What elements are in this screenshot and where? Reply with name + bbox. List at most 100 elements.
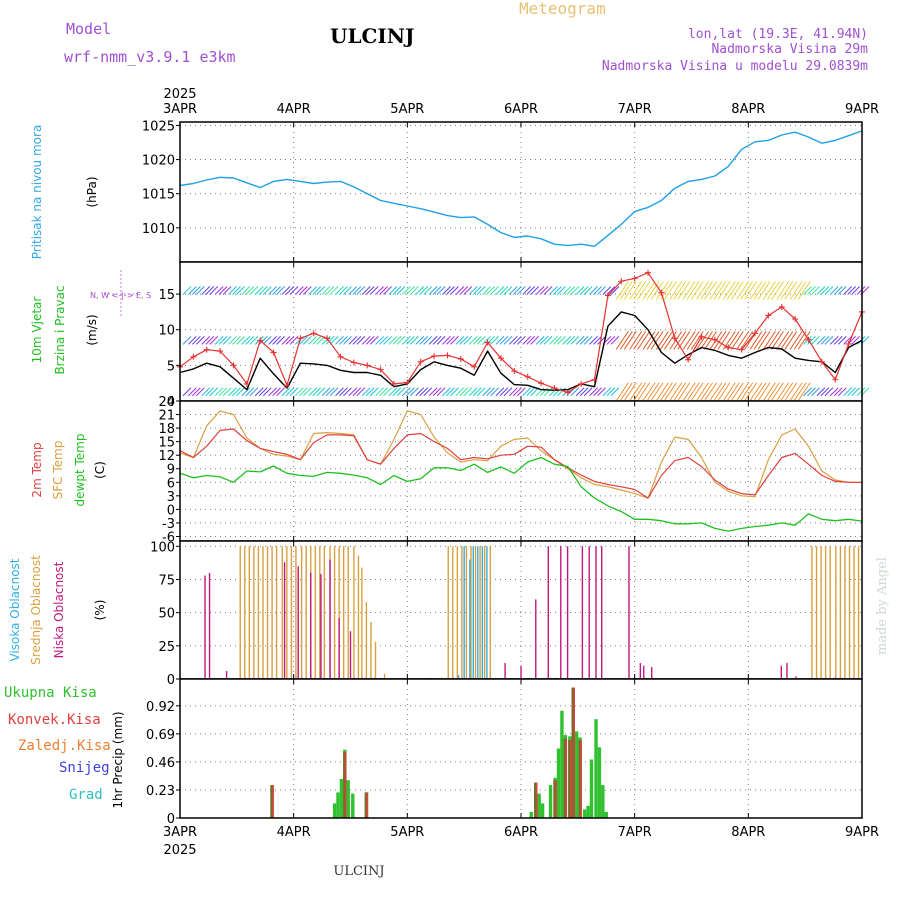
wind-arrow [663,331,677,350]
wind-arrow [450,336,459,345]
wind-arrow [245,336,255,345]
wind-arrow [401,336,411,345]
gust-marker [524,373,531,380]
wind-arrow [633,382,647,402]
wind-arrow [766,281,780,300]
wind-arrow [343,336,352,345]
wind-arrow [482,387,491,397]
wind-arrow [352,336,362,345]
wind-arrow [472,336,482,345]
wind-arrow [348,336,358,345]
wind-arrow [824,336,834,345]
wind-arrow [730,382,744,402]
precip-total-bar [351,793,355,818]
gust-marker [738,346,745,353]
wind-arrow [797,331,811,350]
wind-arrow [776,382,790,402]
gust-marker [538,380,545,387]
wind-arrow [717,382,731,402]
wind-arrow [196,286,205,295]
gust-marker [390,380,397,387]
gust-marker [431,353,438,360]
precip-conv-bar [270,785,274,818]
temp2m-title: 2m Temp [30,442,44,497]
wind-arrow [383,387,392,397]
wind-arrow [526,336,536,345]
wind-arrow [856,387,866,397]
wind-arrow [232,387,241,397]
wind-arrow [302,336,312,345]
wind-arrow [196,387,205,397]
precip-conv-bar [578,739,582,818]
wind-arrow [405,286,415,295]
gust-marker [257,337,264,344]
wind-title2: Brzina i Pravac [53,285,67,374]
wind-arrow [633,331,647,350]
y-tick-label: 0 [167,503,175,518]
wind-arrow [757,281,771,300]
wind-arrow [642,281,656,300]
gust-marker [698,333,705,340]
temp-unit: (C) [93,461,107,479]
gust-marker [217,348,224,355]
pressure-line [179,130,863,248]
wind-arrow [669,382,683,402]
y-tick-label: 1010 [142,222,175,237]
date-tick: 9APR [845,102,879,117]
wind-arrow [436,387,446,397]
y-tick-label: 0.69 [146,728,175,743]
date-tick: 5APR [390,825,424,840]
wind-arrow [646,331,660,350]
wind-arrow [316,336,326,345]
wind-arrow [535,286,545,295]
precip-conv-bar [563,738,568,818]
wind-arrow [829,336,839,345]
wind-arrow [610,336,620,345]
y-tick-label: 3 [167,490,175,505]
wind-arrow [833,336,843,345]
wind-arrow [499,286,509,295]
wind-arrow [343,387,352,397]
y-tick-label: 75 [158,573,175,588]
gust-marker [578,380,585,387]
gust-marker [685,356,692,363]
wind-arrow [637,281,651,300]
wind-arrow [289,286,299,295]
wind-arrow [285,387,295,397]
wind-arrow [753,382,767,402]
y-tick-label: 0 [167,395,175,410]
wind-arrow [268,336,277,345]
wind-arrow [543,336,553,345]
wind-arrow [442,387,451,397]
wind-arrow [811,336,820,345]
wind-arrow [615,281,629,300]
wind-arrow [375,336,384,345]
wind-arrow [201,286,211,295]
wind-arrow [392,336,402,345]
wind-arrow [419,387,429,397]
wind-arrow [281,387,291,397]
precip-legend-frz: Zaledj.Kisa [18,738,111,754]
gust-marker [283,382,290,389]
gust-marker [551,385,558,392]
date-tick: 4APR [277,102,311,117]
wind-arrow [696,331,709,350]
wind-arrow [312,387,322,397]
wind-arrow [455,286,465,295]
wind-arrow [512,286,522,295]
precip-legend-snow: Snijeg [59,760,110,776]
wind-arrow [268,387,277,397]
wind-arrow [276,387,285,397]
y-tick-label: 5 [167,359,175,374]
cloud-high-title: Visoka Oblacnost [8,558,22,661]
cloud-low-title: Niska Oblacnost [52,561,66,658]
wind-arrow [209,336,219,345]
wind-arrow [784,331,798,350]
wind-arrow [503,387,513,397]
wind-arrow [663,382,677,402]
wind-arrow [361,387,371,397]
wind-arrow [379,336,388,345]
wind-arrow [530,286,540,295]
wind-arrow [673,382,687,402]
wind-arrow [446,336,455,345]
